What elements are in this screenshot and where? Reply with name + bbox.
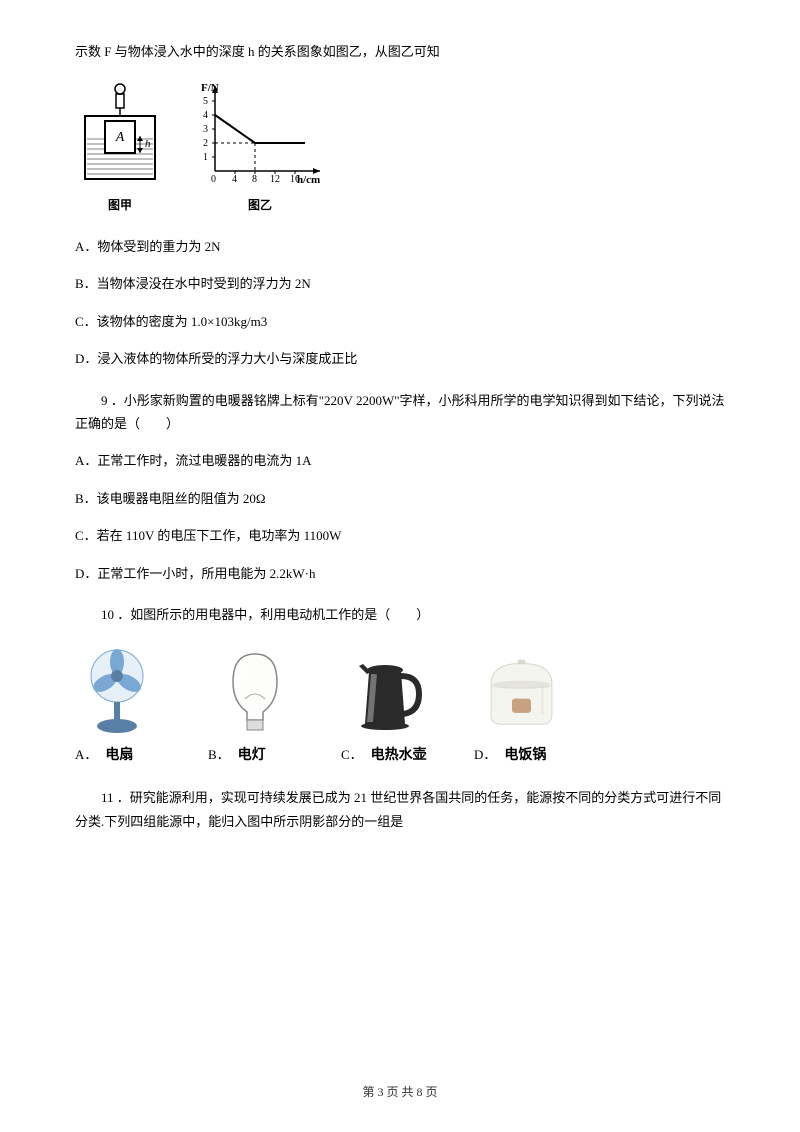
svg-text:5: 5 bbox=[203, 96, 208, 107]
ricecooker-icon bbox=[474, 644, 569, 739]
appliance-row: A． 电扇 B． 电灯 bbox=[75, 644, 725, 768]
q10-opt-a: A． bbox=[75, 743, 97, 766]
appliance-bulb: B． 电灯 bbox=[208, 644, 303, 768]
q9-option-c: C．若在 110V 的电压下工作，电功率为 1100W bbox=[75, 524, 725, 547]
q10-stem: 10 ．如图所示的用电器中，利用电动机工作的是（ ） bbox=[75, 603, 725, 626]
svg-text:h: h bbox=[145, 138, 151, 150]
diagram-jia: A h bbox=[75, 81, 165, 191]
svg-text:2: 2 bbox=[203, 138, 208, 149]
bulb-icon bbox=[208, 644, 303, 739]
svg-text:0: 0 bbox=[211, 174, 216, 185]
appliance-fan: A． 电扇 bbox=[75, 644, 170, 768]
x-axis-label: h/cm bbox=[297, 174, 320, 186]
q10-name-b: 电灯 bbox=[238, 743, 266, 768]
svg-text:12: 12 bbox=[270, 174, 280, 185]
q10-name-a: 电扇 bbox=[105, 743, 133, 768]
page-footer: 第 3 页 共 8 页 bbox=[0, 1082, 800, 1104]
q10-opt-b: B． bbox=[208, 743, 230, 766]
svg-text:3: 3 bbox=[203, 124, 208, 135]
svg-text:8: 8 bbox=[252, 174, 257, 185]
q10-opt-d: D． bbox=[474, 743, 496, 766]
intro-line: 示数 F 与物体浸入水中的深度 h 的关系图象如图乙，从图乙可知 bbox=[75, 40, 725, 63]
kettle-icon bbox=[341, 644, 436, 739]
q9-option-a: A．正常工作时，流过电暖器的电流为 1A bbox=[75, 449, 725, 472]
q9-stem: 9 ．小彤家新购置的电暖器铭牌上标有"220V 2200W"字样，小彤科用所学的… bbox=[75, 389, 725, 436]
q8-option-a: A．物体受到的重力为 2N bbox=[75, 235, 725, 258]
q10-name-c: 电热水壶 bbox=[371, 743, 427, 768]
fan-icon bbox=[75, 644, 170, 739]
figure-row: A h 图甲 F/N h/cm 1 2 bbox=[75, 81, 725, 217]
svg-text:A: A bbox=[115, 130, 125, 145]
q9-option-b: B．该电暖器电阻丝的阻值为 20Ω bbox=[75, 487, 725, 510]
svg-text:1: 1 bbox=[203, 152, 208, 163]
q8-option-d: D．浸入液体的物体所受的浮力大小与深度成正比 bbox=[75, 347, 725, 370]
q8-option-b: B．当物体浸没在水中时受到的浮力为 2N bbox=[75, 272, 725, 295]
svg-text:16: 16 bbox=[290, 174, 300, 185]
diagram-yi: F/N h/cm 1 2 3 4 5 0 4 8 12 16 bbox=[195, 81, 325, 191]
svg-text:4: 4 bbox=[232, 174, 237, 185]
q11-stem: 11 ．研究能源利用，实现可持续发展已成为 21 世纪世界各国共同的任务，能源按… bbox=[75, 786, 725, 833]
figure-yi: F/N h/cm 1 2 3 4 5 0 4 8 12 16 bbox=[195, 81, 325, 217]
q8-option-c: C．该物体的密度为 1.0×103kg/m3 bbox=[75, 310, 725, 333]
q10-opt-c: C． bbox=[341, 743, 363, 766]
q10-name-d: 电饭锅 bbox=[504, 743, 546, 768]
q9-option-d: D．正常工作一小时，所用电能为 2.2kW·h bbox=[75, 562, 725, 585]
appliance-kettle: C． 电热水壶 bbox=[341, 644, 436, 768]
fig2-label: 图乙 bbox=[248, 195, 272, 217]
figure-jia: A h 图甲 bbox=[75, 81, 165, 217]
appliance-ricecooker: D． 电饭锅 bbox=[474, 644, 569, 768]
svg-text:4: 4 bbox=[203, 110, 208, 121]
fig1-label: 图甲 bbox=[108, 195, 132, 217]
y-axis-label: F/N bbox=[201, 82, 219, 94]
